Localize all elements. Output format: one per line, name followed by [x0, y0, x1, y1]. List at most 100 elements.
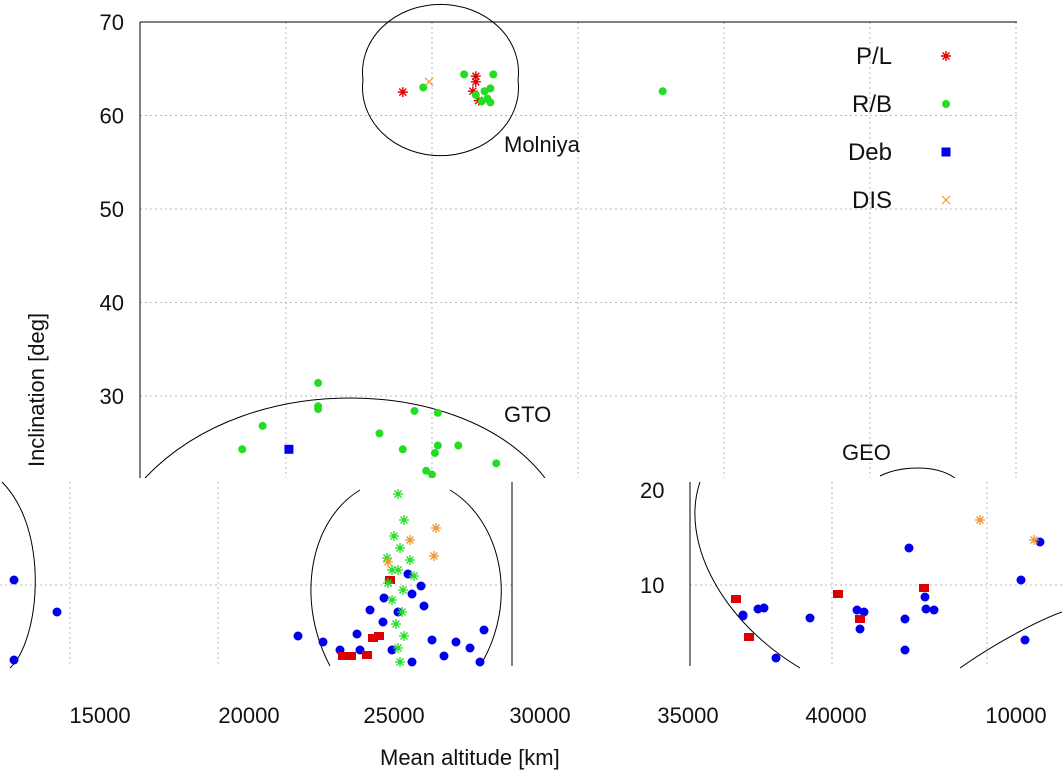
point-pl	[467, 86, 478, 97]
inset-point	[52, 607, 62, 617]
inset-point	[738, 611, 748, 621]
y-tick-label: 60	[100, 104, 124, 129]
inset-point	[398, 585, 408, 595]
point-rb	[480, 87, 489, 96]
inset-point	[731, 595, 741, 603]
inset-point	[920, 592, 930, 602]
inset-point	[431, 523, 441, 533]
inset-point	[405, 535, 415, 545]
lower-inset-panels: 20 10	[0, 478, 1062, 669]
legend: P/L R/B Deb DIS	[848, 43, 951, 214]
point-rb	[492, 459, 501, 468]
y-axis-tick-labels: 70 60 50 40 30	[100, 10, 124, 409]
molniya-region	[362, 3, 519, 157]
point-rb	[486, 98, 495, 107]
region-label-geo: GEO	[842, 440, 891, 465]
x-tick-label: 20000	[218, 703, 279, 728]
inset-point	[379, 593, 389, 603]
legend-label-dis: DIS	[852, 187, 892, 214]
legend-label-rb: R/B	[852, 91, 892, 118]
point-rb	[422, 466, 431, 475]
inset-point	[479, 625, 489, 635]
x-tick-label: 10000	[985, 703, 1046, 728]
inset-y-tick-10: 10	[640, 573, 664, 598]
inset-point	[352, 629, 362, 639]
inset-point	[346, 652, 356, 660]
data-points	[238, 70, 667, 479]
inset-point	[374, 632, 384, 640]
inset-point	[439, 651, 449, 661]
inset-point	[855, 624, 865, 634]
inset-point	[368, 634, 378, 642]
legend-marker-dis	[941, 195, 951, 205]
x-tick-label: 30000	[509, 703, 570, 728]
x-tick-label: 40000	[805, 703, 866, 728]
plot-frame	[139, 21, 1017, 478]
inset-data-points	[9, 489, 1045, 667]
point-pl	[470, 76, 481, 87]
inset-point	[929, 605, 939, 615]
x-axis-label: Mean altitude [km]	[380, 745, 560, 770]
inset-point	[407, 657, 417, 667]
inset-left-grid	[0, 482, 512, 666]
inset-point	[382, 553, 392, 563]
point-rb	[410, 406, 419, 415]
inset-point	[904, 543, 914, 553]
inset-point	[833, 590, 843, 598]
inset-point	[759, 603, 769, 613]
inset-point	[9, 575, 19, 585]
point-pl	[397, 87, 408, 98]
point-pl	[470, 71, 481, 82]
point-rb	[433, 408, 442, 417]
inset-point	[393, 489, 403, 499]
inset-point	[921, 604, 931, 614]
legend-marker-pl	[941, 51, 951, 61]
region-label-molniya: Molniya	[504, 132, 581, 157]
inset-point	[419, 601, 429, 611]
inset-point	[383, 557, 393, 567]
inset-point	[975, 515, 985, 525]
x-axis-tick-labels: 15000 20000 25000 30000 35000 40000 10000	[69, 703, 1046, 728]
point-rb	[314, 405, 323, 414]
point-rb	[428, 470, 436, 479]
inset-point	[391, 619, 401, 629]
point-rb	[489, 70, 498, 79]
inset-point	[409, 571, 419, 581]
point-rb	[471, 90, 480, 99]
point-rb	[398, 445, 407, 454]
point-rb	[454, 441, 463, 450]
inset-point	[362, 651, 372, 659]
x-tick-label: 15000	[69, 703, 130, 728]
inset-point	[393, 565, 403, 575]
inset-point	[465, 643, 475, 653]
point-rb	[314, 378, 323, 387]
inset-point	[395, 543, 405, 553]
inset-point	[397, 607, 407, 617]
point-rb	[258, 421, 267, 430]
legend-label-pl: P/L	[856, 43, 892, 70]
inset-point	[407, 589, 417, 599]
inset-y-tick-20: 20	[640, 478, 664, 503]
region-label-gto: GTO	[504, 402, 551, 427]
inset-point	[416, 581, 426, 591]
inset-point	[383, 578, 393, 588]
inset-point	[405, 555, 415, 565]
point-rb	[460, 70, 469, 79]
inset-point	[318, 637, 328, 647]
y-tick-label: 30	[100, 384, 124, 409]
inset-point	[399, 631, 409, 641]
inset-point	[859, 607, 869, 617]
inset-point	[771, 653, 781, 663]
inset-point	[852, 605, 862, 615]
y-axis-label: Inclination [deg]	[24, 313, 49, 467]
point-dis	[424, 77, 434, 87]
inset-point	[1029, 535, 1039, 545]
inset-point	[293, 631, 303, 641]
inset-point	[338, 652, 348, 660]
point-rb	[238, 445, 247, 454]
legend-marker-rb	[942, 100, 950, 108]
y-tick-label: 50	[100, 197, 124, 222]
inset-point	[365, 605, 375, 615]
inset-point	[427, 635, 437, 645]
